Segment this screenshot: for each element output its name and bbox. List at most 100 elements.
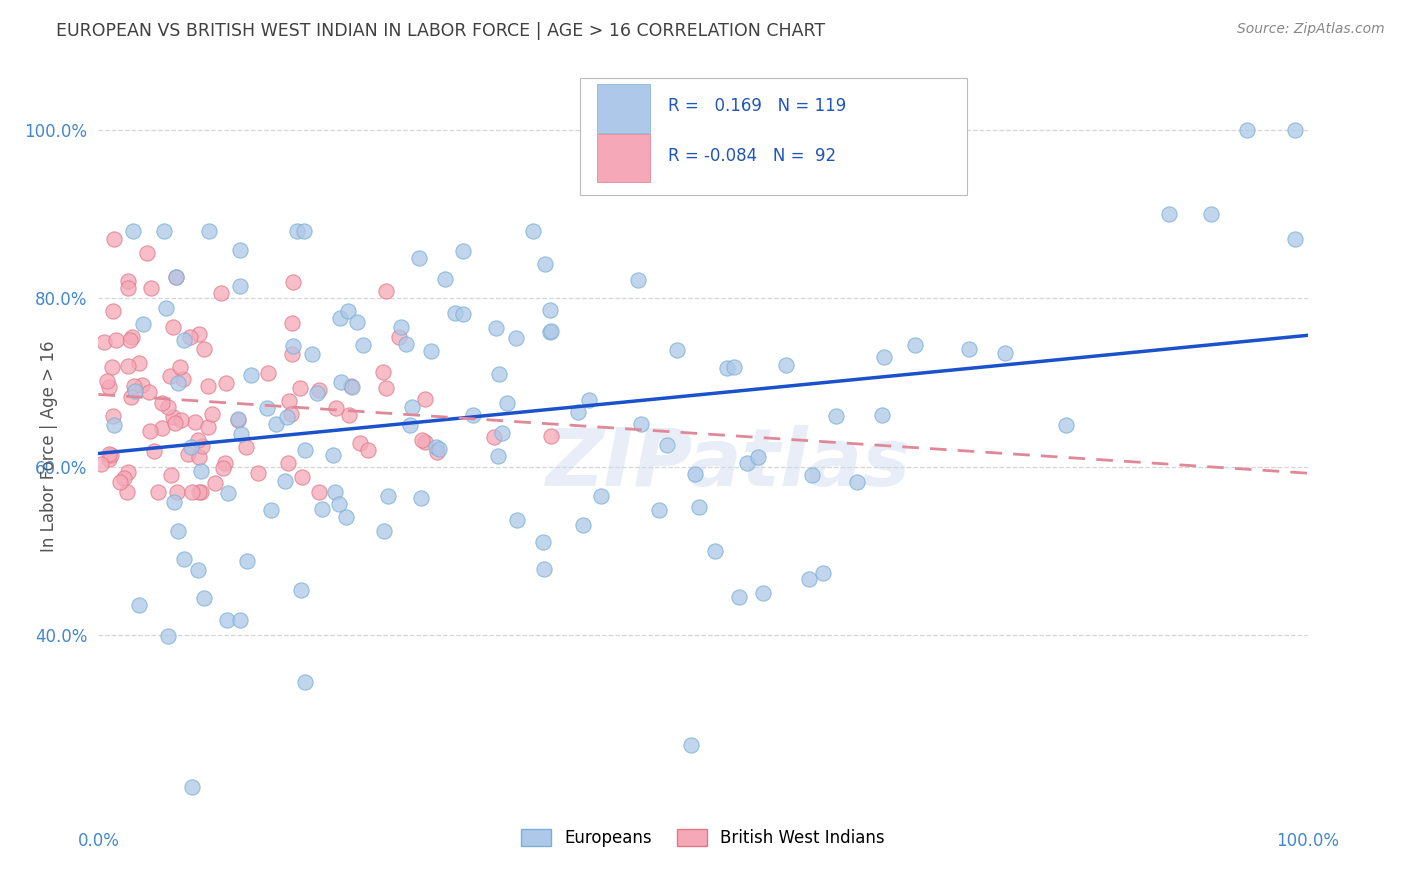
Point [408,251,430,265]
Point [688,500,710,514]
Point [373,524,395,539]
Point [505,331,527,345]
Point [486,449,509,463]
Point [627,273,650,287]
Legend: Europeans, British West Indians: Europeans, British West Indians [515,822,891,854]
Point [288,381,311,395]
Point [226,412,249,426]
Point [540,325,562,339]
Point [187,327,209,342]
Point [311,502,333,516]
Point [191,439,214,453]
Point [704,544,727,558]
Text: EUROPEAN VS BRITISH WEST INDIAN IN LABOR FORCE | AGE > 16 CORRELATION CHART: EUROPEAN VS BRITISH WEST INDIAN IN LABOR… [56,22,825,40]
Point [217,485,239,500]
Point [197,378,219,392]
Point [994,346,1017,360]
Point [328,497,350,511]
Point [281,317,304,331]
Point [811,566,834,581]
Point [1199,207,1222,221]
Point [187,434,209,448]
Point [226,411,249,425]
Point [229,426,252,441]
Point [716,360,738,375]
Point [374,381,396,395]
Point [103,409,125,424]
Point [141,281,163,295]
Point [131,378,153,392]
Point [204,475,226,490]
Point [229,613,252,627]
Point [150,396,173,410]
Point [146,485,169,500]
Point [190,464,212,478]
Point [153,224,176,238]
Text: Source: ZipAtlas.com: Source: ZipAtlas.com [1237,22,1385,37]
Point [371,365,394,379]
Point [495,396,517,410]
Point [122,224,145,238]
Point [522,224,544,238]
Point [193,591,215,606]
Point [482,430,505,444]
Point [156,400,179,414]
Point [411,491,433,505]
Point [117,465,139,479]
Point [179,329,201,343]
Point [120,390,142,404]
Point [337,408,360,422]
Point [283,339,305,353]
Point [122,379,145,393]
Point [352,338,374,352]
Point [162,495,184,509]
Point [870,408,893,422]
Point [142,443,165,458]
Point [276,410,298,425]
Point [415,392,437,407]
Point [1157,207,1180,221]
Point [138,384,160,399]
Point [825,409,848,424]
Point [533,562,555,576]
Point [211,461,233,475]
Point [165,269,187,284]
Text: R =   0.169   N = 119: R = 0.169 N = 119 [668,97,846,115]
Point [339,379,361,393]
Point [538,303,561,318]
Point [800,468,823,483]
Point [728,591,751,605]
Point [335,509,357,524]
Point [103,304,125,318]
Point [411,433,433,447]
Point [308,485,330,500]
Point [235,554,257,568]
Point [104,334,127,348]
Point [322,448,344,462]
Point [1284,232,1306,246]
Point [463,409,485,423]
Point [374,284,396,298]
Point [325,484,347,499]
Point [425,440,447,454]
Point [103,417,125,432]
Point [846,475,869,489]
Point [377,489,399,503]
Point [1236,123,1258,137]
Point [157,629,180,643]
Point [957,342,980,356]
Point [1054,417,1077,432]
FancyBboxPatch shape [596,134,650,182]
Point [120,333,142,347]
Point [340,380,363,394]
Point [346,315,368,329]
Text: In Labor Force | Age > 16: In Labor Force | Age > 16 [41,340,58,552]
Point [735,456,758,470]
Point [187,563,209,577]
Point [187,450,209,464]
Point [305,386,328,401]
Point [325,401,347,416]
Point [115,485,138,500]
Point [349,435,371,450]
FancyBboxPatch shape [579,78,966,195]
